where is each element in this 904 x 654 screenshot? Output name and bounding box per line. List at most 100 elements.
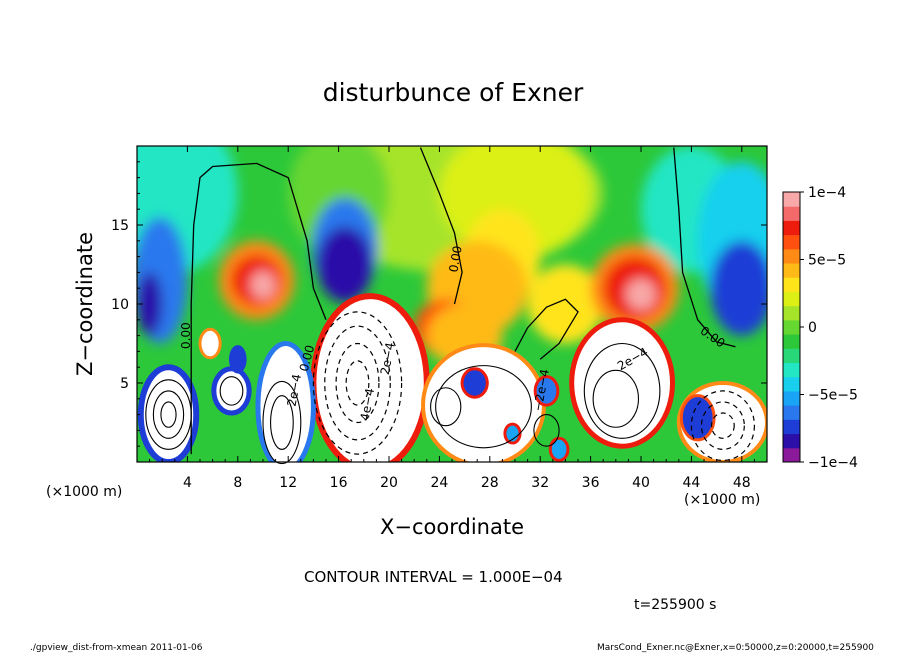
x-tick-label: 36 <box>582 475 600 491</box>
x-tick-label: 4 <box>183 475 192 491</box>
contour-line <box>419 147 463 305</box>
y-tick-label: 15 <box>111 218 129 234</box>
colorbar-label: 1e−4 <box>808 185 846 201</box>
colorbar-label: 5e−5 <box>808 253 846 269</box>
colorbar-swatch <box>783 319 800 335</box>
contour-line <box>592 369 640 428</box>
contour-line <box>345 360 370 406</box>
contour-label: 0.00 <box>179 322 193 349</box>
contour-line <box>673 147 736 348</box>
heatmap-region <box>211 366 252 416</box>
contour-line <box>700 401 745 450</box>
time-label: t=255900 s <box>634 597 716 613</box>
colorbar-swatch <box>783 376 800 392</box>
x-tick-label: 40 <box>632 475 650 491</box>
x-tick-label: 20 <box>380 475 398 491</box>
heatmap-region <box>625 278 657 311</box>
contour-label: 2e−4 <box>378 341 397 376</box>
heatmap-region <box>137 364 200 462</box>
contour-label: 0.00 <box>446 245 464 274</box>
colorbar-swatch <box>783 433 800 449</box>
contour-line <box>190 162 327 455</box>
colorbar-label: −1e−4 <box>808 455 858 471</box>
heatmap-region <box>421 343 546 462</box>
colorbar-swatch <box>783 192 800 207</box>
heatmap-region <box>460 367 489 399</box>
contour-line <box>262 380 302 465</box>
heatmap-region <box>569 317 675 449</box>
heatmap-region <box>527 264 604 344</box>
contour-line <box>152 390 185 439</box>
x-tick-label: 24 <box>430 475 448 491</box>
colorbar-swatch <box>783 348 800 364</box>
colorbar-swatch <box>783 419 800 435</box>
heatmap-region <box>533 375 560 407</box>
colorbar-swatch <box>783 362 800 378</box>
colorbar-swatch <box>783 291 800 307</box>
x-tick-label: 32 <box>531 475 549 491</box>
heatmap-region <box>503 422 522 445</box>
x-tick-label: 12 <box>279 475 297 491</box>
heatmap-region <box>548 436 570 462</box>
x-axis-label: X−coordinate <box>380 515 524 539</box>
colorbar-swatch <box>783 206 800 221</box>
contour-label: 4e−4 <box>358 387 377 422</box>
heatmap-region <box>198 327 222 360</box>
contour-line <box>710 412 735 439</box>
footer-left: ./gpview_dist-from-xmean 2011-01-06 <box>30 643 203 653</box>
y-tick-label: 5 <box>120 376 129 392</box>
x-unit-left: (×1000 m) <box>46 484 122 500</box>
x-unit-right: (×1000 m) <box>684 492 760 508</box>
colorbar: 1e−4 5e−5 0 −5e−5 −1e−4 <box>782 185 858 471</box>
contour-line <box>435 365 532 449</box>
heatmap-region <box>317 226 373 303</box>
contour-line <box>324 325 391 441</box>
chart-title: disturbunce of Exner <box>323 78 584 107</box>
footer-right: MarsCond_Exner.nc@Exner,x=0:50000,z=0:20… <box>597 643 874 653</box>
colorbar-swatch <box>783 405 800 420</box>
x-tick-label: 16 <box>330 475 348 491</box>
contour-line <box>335 342 380 424</box>
contour-label: 0.00 <box>297 344 317 373</box>
contour-lines <box>145 147 756 465</box>
heatmap-region <box>710 240 767 336</box>
contour-line <box>312 311 403 455</box>
y-axis: 5 10 15 <box>111 161 767 447</box>
contour-label: 2e−4 <box>285 373 304 408</box>
colorbar-swatch <box>783 234 800 250</box>
colorbar-label: 0 <box>808 320 817 336</box>
heatmap-region <box>322 304 418 462</box>
heatmap-region <box>250 270 276 300</box>
contour-line <box>690 390 756 462</box>
contour-line <box>219 376 244 406</box>
contour-line <box>583 342 661 439</box>
contour-line <box>145 379 192 450</box>
colorbar-swatch <box>783 277 800 292</box>
colorbar-swatch <box>783 248 800 264</box>
contour-line <box>270 395 294 450</box>
colorbar-swatch <box>783 390 800 406</box>
colorbar-swatch <box>783 220 800 236</box>
heatmap-region <box>679 394 716 442</box>
x-tick-label: 28 <box>481 475 499 491</box>
contour-line <box>533 414 560 447</box>
contour-line <box>160 401 177 428</box>
colorbar-swatch <box>783 334 800 349</box>
colorbar-label: −5e−5 <box>808 388 858 404</box>
x-tick-label: 48 <box>733 475 751 491</box>
x-axis: 4 8 12 16 20 24 28 32 36 40 44 48 <box>149 146 755 491</box>
heatmap-region <box>137 272 163 336</box>
colorbar-swatch <box>783 305 800 321</box>
y-axis-label: Z−coordinate <box>73 232 97 376</box>
contour-line <box>514 298 579 360</box>
x-tick-label: 8 <box>233 475 242 491</box>
x-tick-label: 44 <box>682 475 700 491</box>
contour-line <box>430 387 462 427</box>
y-tick-label: 10 <box>111 297 129 313</box>
colorbar-swatch <box>783 447 800 463</box>
contour-interval-text: CONTOUR INTERVAL = 1.000E−04 <box>304 568 563 586</box>
colorbar-swatch <box>783 263 800 278</box>
